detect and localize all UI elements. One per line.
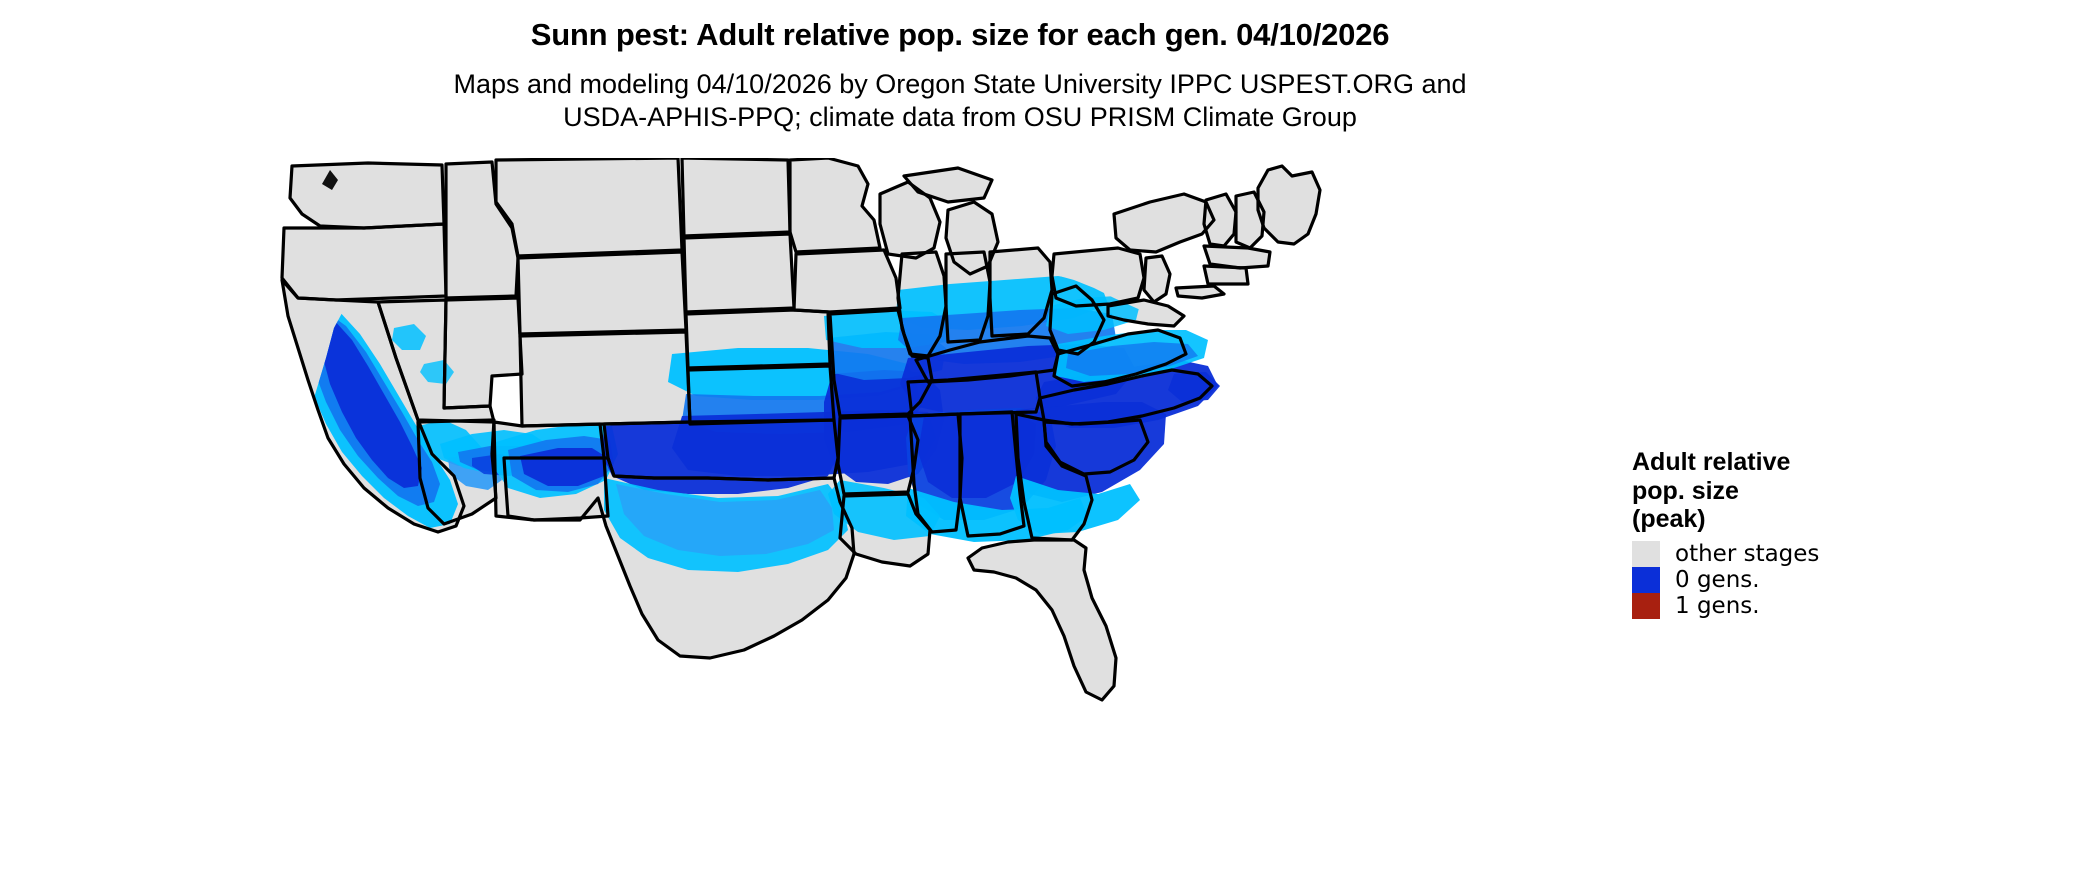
legend-item-other-stages: other stages — [1632, 540, 1962, 567]
map-svg — [268, 158, 1628, 888]
us-choropleth-map — [268, 158, 1628, 888]
legend-item-1-gens: 1 gens. — [1632, 592, 1962, 619]
state-borders-layer — [280, 158, 1322, 702]
legend-title-line-3: (peak) — [1632, 505, 1706, 533]
legend-label-1-gens: 1 gens. — [1675, 592, 1760, 619]
legend-title-line-1: Adult relative — [1632, 448, 1791, 476]
page-title: Sunn pest: Adult relative pop. size for … — [530, 17, 1390, 52]
legend-label-0-gens: 0 gens. — [1675, 566, 1760, 593]
subtitle-line-1: Maps and modeling 04/10/2026 by Oregon S… — [453, 69, 1467, 99]
page-subtitle: Maps and modeling 04/10/2026 by Oregon S… — [0, 68, 1920, 134]
legend-item-0-gens: 0 gens. — [1632, 566, 1962, 593]
legend-swatch-1-gens — [1632, 592, 1660, 619]
population-raster-layer — [290, 276, 1220, 572]
legend-swatch-other-stages — [1632, 540, 1660, 567]
legend-label-other-stages: other stages — [1675, 540, 1820, 567]
subtitle-line-2: USDA-APHIS-PPQ; climate data from OSU PR… — [563, 102, 1357, 132]
legend-swatch-0-gens — [1632, 566, 1660, 593]
legend-title: Adult relative pop. size (peak) — [1632, 448, 1962, 534]
legend-items: other stages 0 gens. 1 gens. — [1632, 540, 1962, 619]
title-block: Sunn pest: Adult relative pop. size for … — [0, 18, 1920, 134]
map-legend: Adult relative pop. size (peak) other st… — [1632, 448, 1962, 619]
legend-title-line-2: pop. size — [1632, 476, 1739, 505]
